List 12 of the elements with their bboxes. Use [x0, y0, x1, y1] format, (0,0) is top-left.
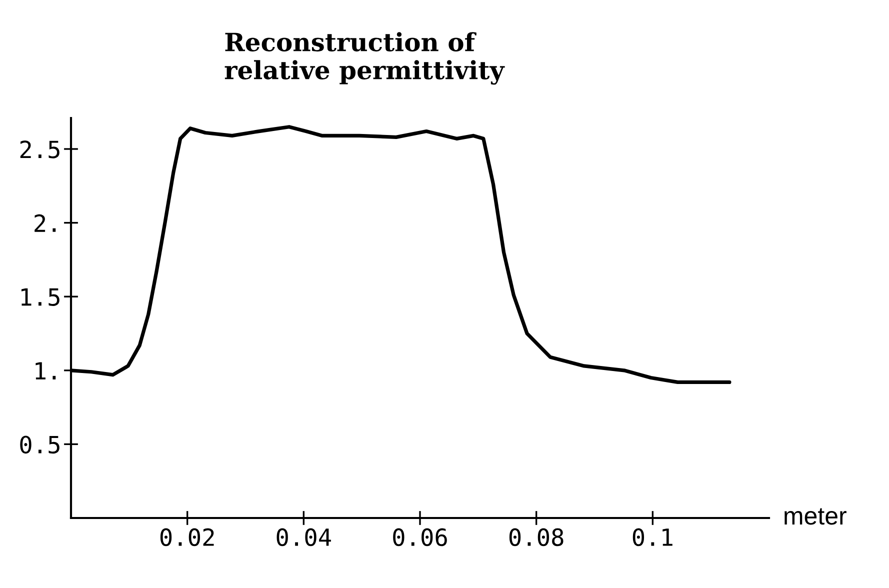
- y-tick-label: 1.5: [21, 288, 60, 306]
- y-tick-label: 2.5: [20, 140, 60, 158]
- y-tick-label: 1.: [36, 362, 56, 380]
- x-tick-label: 0.02: [160, 528, 214, 546]
- x-axis-title: meter: [784, 508, 846, 525]
- x-tick-label: 0.06: [393, 528, 447, 546]
- chart-title: Reconstruction of relative permittivity: [224, 32, 505, 85]
- x-tick-label: 0.04: [276, 528, 331, 546]
- y-tick-label: 2.: [34, 214, 56, 232]
- x-tick-label: 0.08: [509, 528, 564, 546]
- y-tick-label: 0.5: [20, 436, 60, 454]
- x-tick-label: 0.1: [632, 528, 672, 546]
